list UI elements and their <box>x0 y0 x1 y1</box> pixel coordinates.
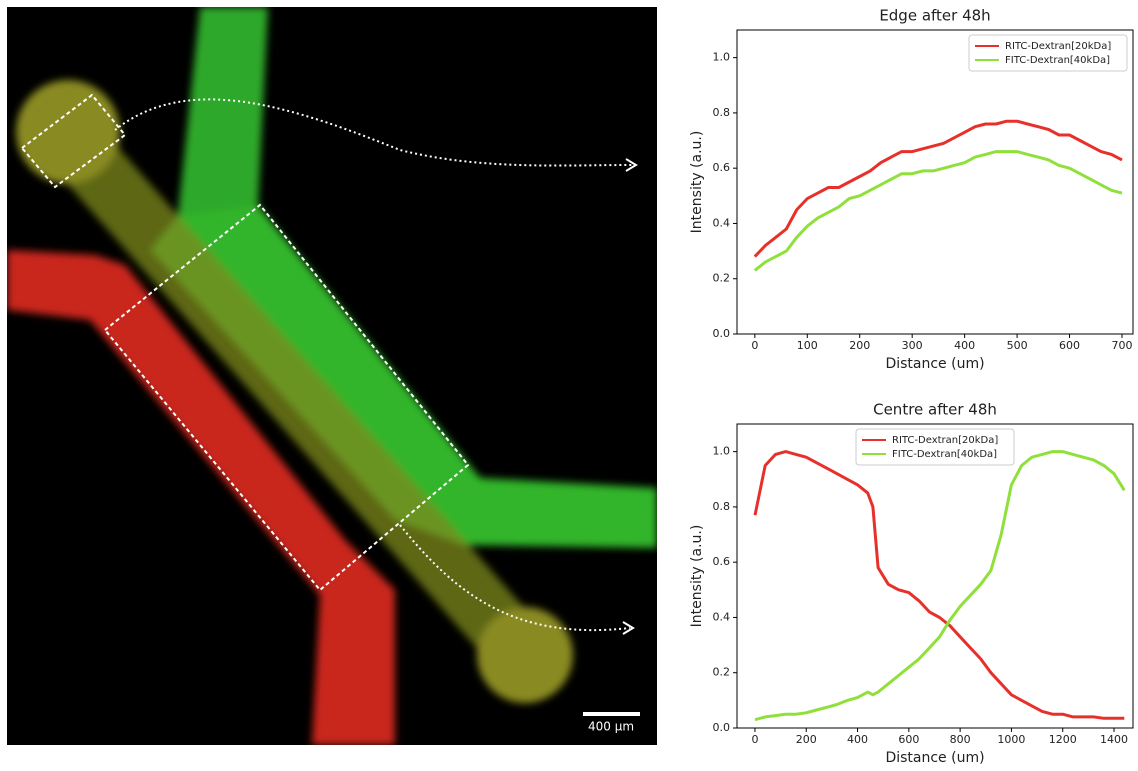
x-tick-label: 700 <box>1111 339 1132 352</box>
x-tick-label: 1200 <box>1049 733 1077 746</box>
x-tick-label: 200 <box>796 733 817 746</box>
x-tick-label: 0 <box>751 339 758 352</box>
plot-frame <box>736 423 1134 729</box>
plot-frame <box>736 29 1134 335</box>
x-tick-label: 0 <box>751 733 758 746</box>
x-tick-label: 400 <box>954 339 975 352</box>
legend-box <box>855 428 1015 466</box>
chart-title: Centre after 48h <box>873 401 997 419</box>
y-tick-label: 1.0 <box>713 51 731 64</box>
x-axis-label: Distance (um) <box>885 750 984 766</box>
x-tick-label: 500 <box>1007 339 1028 352</box>
x-axis-label: Distance (um) <box>885 356 984 372</box>
y-tick-label: 0.4 <box>713 610 731 623</box>
legend-label: FITC-Dextran[40kDa] <box>1005 55 1110 66</box>
scale-label: 400 µm <box>588 720 634 734</box>
y-tick-label: 0.8 <box>713 500 731 513</box>
y-tick-label: 1.0 <box>713 445 731 458</box>
y-tick-label: 0.2 <box>713 272 731 285</box>
y-tick-label: 0.6 <box>713 555 731 568</box>
x-tick-label: 600 <box>898 733 919 746</box>
y-tick-label: 0.4 <box>713 216 731 229</box>
x-tick-label: 400 <box>847 733 868 746</box>
y-tick-label: 0.0 <box>713 721 731 734</box>
data-line <box>754 450 1126 722</box>
x-tick-label: 1400 <box>1100 733 1128 746</box>
y-tick-label: 0.8 <box>713 106 731 119</box>
y-axis-label: Intensity (a.u.) <box>689 131 705 234</box>
x-tick-label: 300 <box>902 339 923 352</box>
chart-title: Edge after 48h <box>879 7 990 25</box>
data-line <box>753 119 1123 258</box>
y-tick-label: 0.2 <box>713 666 731 679</box>
micrograph: 400 µm <box>7 7 657 745</box>
data-line <box>753 450 1125 720</box>
x-tick-label: 800 <box>950 733 971 746</box>
x-tick-label: 600 <box>1059 339 1080 352</box>
legend-label: FITC-Dextran[40kDa] <box>892 449 997 460</box>
legend-box <box>968 34 1128 72</box>
data-line <box>753 150 1123 272</box>
legend-label: RITC-Dextran[20kDa] <box>892 435 998 446</box>
legend-label: RITC-Dextran[20kDa] <box>1005 41 1111 52</box>
x-tick-label: 200 <box>849 339 870 352</box>
y-axis-label: Intensity (a.u.) <box>689 525 705 628</box>
y-tick-label: 0.6 <box>713 161 731 174</box>
x-tick-label: 1000 <box>997 733 1025 746</box>
x-tick-label: 100 <box>797 339 818 352</box>
y-tick-label: 0.0 <box>713 327 731 340</box>
